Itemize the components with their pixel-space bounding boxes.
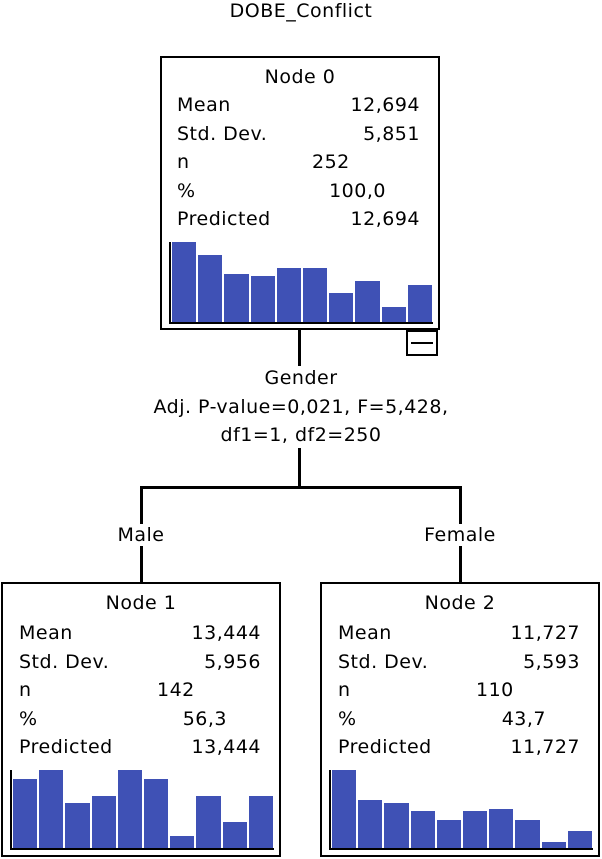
histogram-bar xyxy=(541,842,566,848)
node-2-n-value: 110 xyxy=(476,679,514,701)
histogram-bar xyxy=(381,307,406,322)
histogram-bar xyxy=(407,285,432,322)
branch-label-female: Female xyxy=(404,524,516,546)
histogram-bar xyxy=(384,803,409,848)
branch-label-male: Male xyxy=(100,524,182,546)
histogram-bar xyxy=(463,811,488,848)
connector-split-bar xyxy=(298,448,301,488)
node-2-mean-label: Mean xyxy=(338,622,392,644)
histogram-bar xyxy=(144,779,169,848)
node-1-n-label: n xyxy=(19,679,32,701)
histogram-bar xyxy=(567,831,592,848)
histogram-bar xyxy=(117,770,142,848)
histogram-bar xyxy=(358,800,383,848)
node-0-percent-value: 100,0 xyxy=(329,180,386,202)
histogram-bar xyxy=(196,796,221,848)
histogram-bar xyxy=(248,796,273,848)
split-stats-line2: df1=1, df2=250 xyxy=(220,424,382,446)
node-0-mean-label: Mean xyxy=(177,94,231,116)
node-2-title: Node 2 xyxy=(424,592,496,614)
node-0-predicted-value: 12,694 xyxy=(350,208,420,230)
node-1-percent-value: 56,3 xyxy=(182,708,227,730)
node-2-histogram xyxy=(329,770,593,850)
node-2-stddev-label: Std. Dev. xyxy=(338,651,429,673)
collapse-toggle-button[interactable] xyxy=(406,330,438,356)
node-0-stddev-value: 5,851 xyxy=(363,123,420,145)
histogram-bar xyxy=(436,820,461,848)
histogram-bar xyxy=(222,822,247,848)
node-0-n-value: 252 xyxy=(312,151,350,173)
split-variable: Gender xyxy=(264,367,338,389)
node-2-n-label: n xyxy=(338,679,351,701)
node-0-title: Node 0 xyxy=(264,66,336,88)
split-stats-line1: Adj. P-value=0,021, F=5,428, xyxy=(153,396,449,418)
histogram-bar xyxy=(170,836,195,848)
node-1-stddev-value: 5,956 xyxy=(204,651,261,673)
node-2-predicted-value: 11,727 xyxy=(510,736,580,758)
histogram-bar xyxy=(303,268,328,322)
histogram-bar xyxy=(332,770,357,848)
node-2-mean-value: 11,727 xyxy=(510,622,580,644)
node-0-histogram xyxy=(169,242,433,324)
node-1-percent-label: % xyxy=(19,708,38,730)
node-2-stddev-value: 5,593 xyxy=(523,651,580,673)
node-0-mean-value: 12,694 xyxy=(350,94,420,116)
node-2-percent-value: 43,7 xyxy=(501,708,546,730)
histogram-bar xyxy=(276,268,301,322)
histogram-bar xyxy=(329,293,354,322)
node-1-mean-value: 13,444 xyxy=(191,622,261,644)
node-1-stddev-label: Std. Dev. xyxy=(19,651,110,673)
histogram-bar xyxy=(224,274,249,322)
node-1-histogram xyxy=(10,770,274,850)
node-2-percent-label: % xyxy=(338,708,357,730)
tree-title: DOBE_Conflict xyxy=(229,0,373,22)
node-1-box[interactable]: Node 1 Mean 13,444 Std. Dev. 5,956 n 142… xyxy=(1,582,281,857)
connector-node0-split xyxy=(298,330,301,366)
histogram-bar xyxy=(39,770,64,848)
node-0-n-label: n xyxy=(177,151,190,173)
node-0-stddev-label: Std. Dev. xyxy=(177,123,268,145)
node-1-n-value: 142 xyxy=(157,679,195,701)
node-2-box[interactable]: Node 2 Mean 11,727 Std. Dev. 5,593 n 110… xyxy=(320,582,600,857)
histogram-bar xyxy=(65,803,90,848)
node-2-predicted-label: Predicted xyxy=(338,736,432,758)
histogram-bar xyxy=(515,820,540,848)
node-0-box[interactable]: Node 0 Mean 12,694 Std. Dev. 5,851 n 252… xyxy=(160,56,440,330)
histogram-bar xyxy=(13,779,38,848)
histogram-bar xyxy=(91,796,116,848)
connector-horizontal xyxy=(140,486,462,489)
histogram-bar xyxy=(172,242,197,322)
node-0-percent-label: % xyxy=(177,180,196,202)
node-1-predicted-value: 13,444 xyxy=(191,736,261,758)
histogram-bar xyxy=(355,281,380,322)
histogram-bar xyxy=(198,255,223,322)
histogram-bar xyxy=(410,811,435,848)
node-0-predicted-label: Predicted xyxy=(177,208,271,230)
node-1-predicted-label: Predicted xyxy=(19,736,113,758)
histogram-bar xyxy=(489,809,514,848)
histogram-bar xyxy=(250,276,275,322)
node-1-title: Node 1 xyxy=(105,592,177,614)
node-1-mean-label: Mean xyxy=(19,622,73,644)
